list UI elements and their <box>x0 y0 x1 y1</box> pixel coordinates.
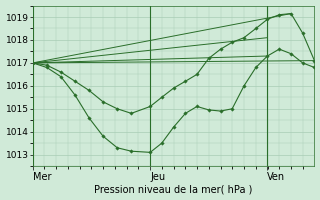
X-axis label: Pression niveau de la mer( hPa ): Pression niveau de la mer( hPa ) <box>94 184 253 194</box>
